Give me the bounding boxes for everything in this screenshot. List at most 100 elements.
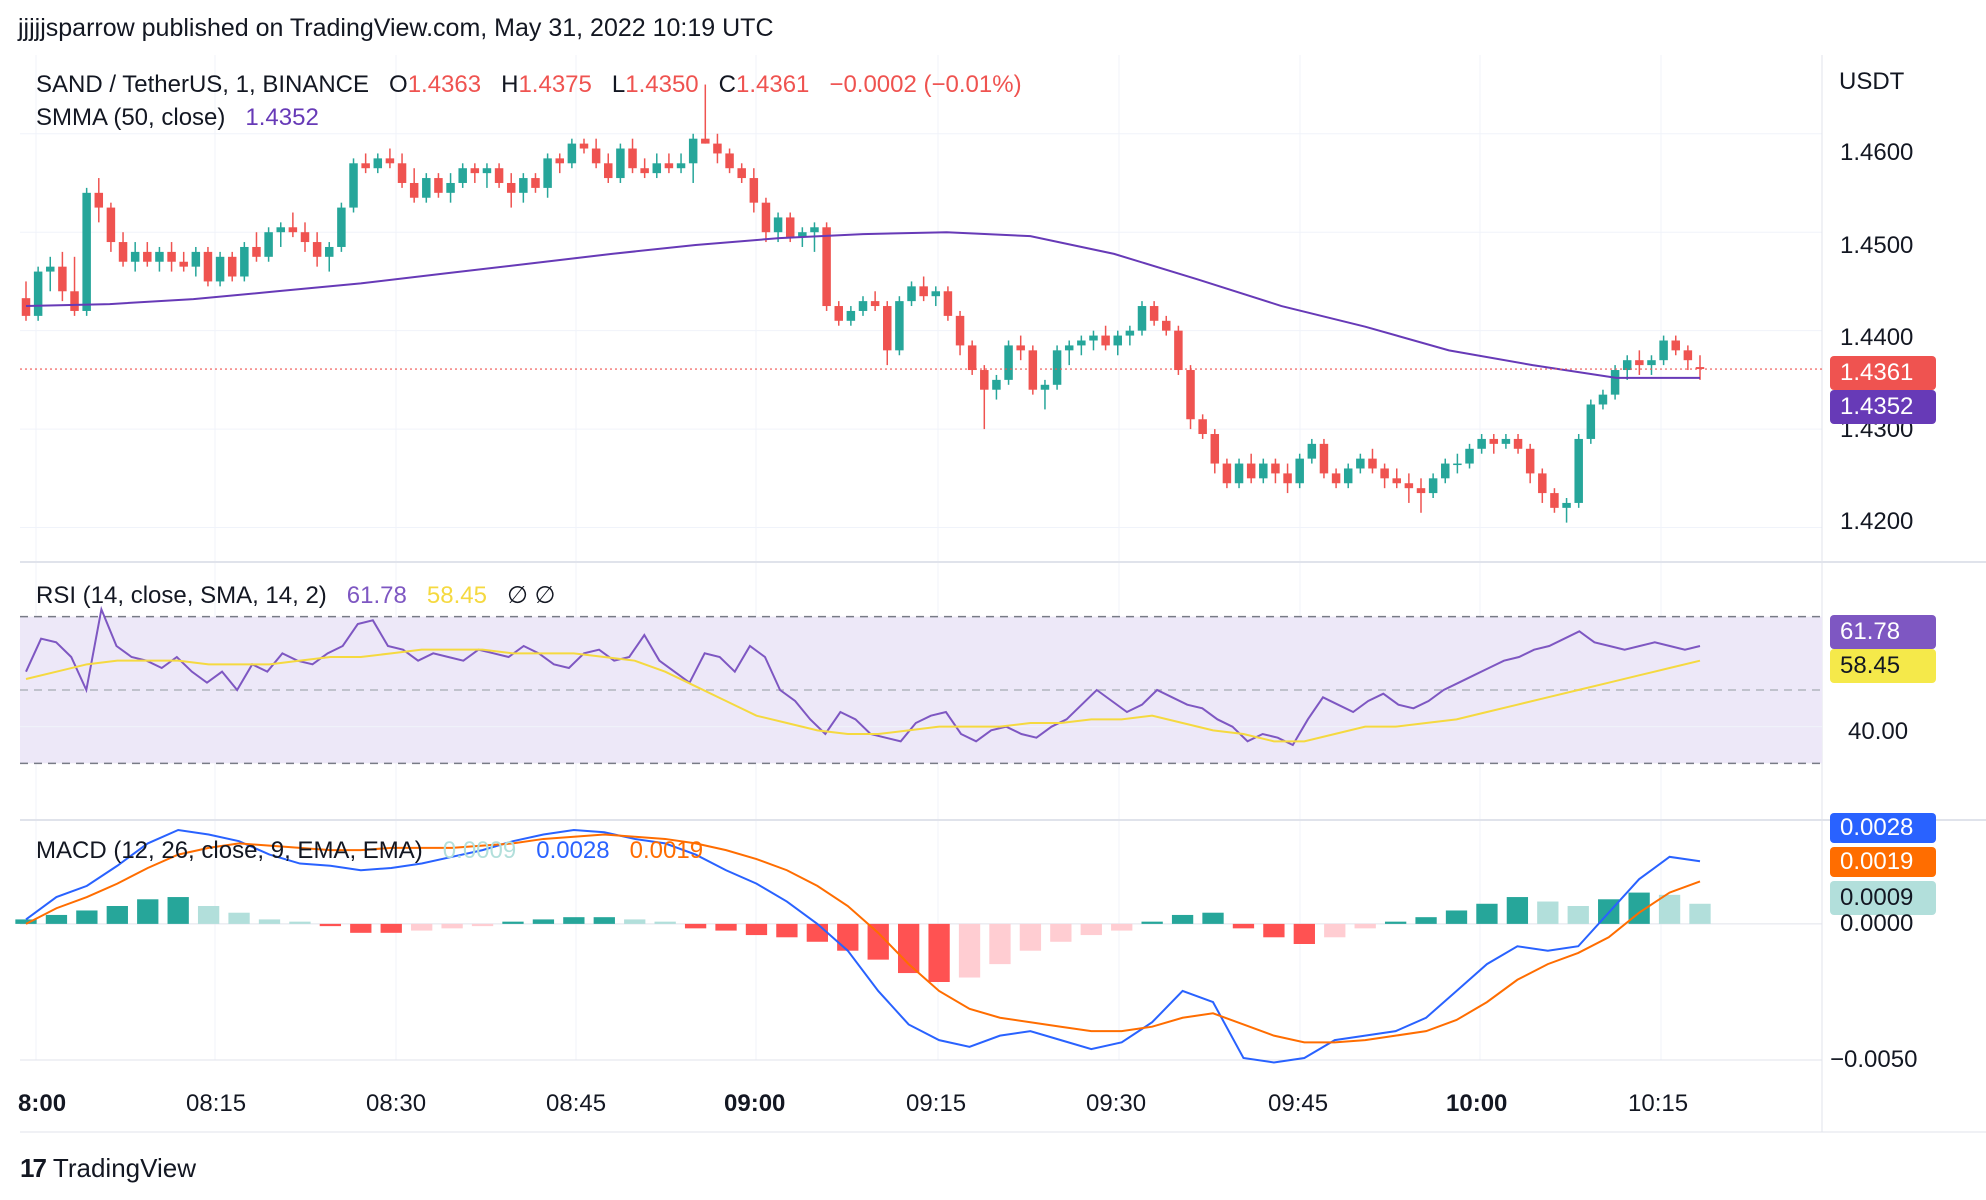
candle-body (106, 207, 116, 243)
candle-body (1028, 350, 1038, 390)
candle-body (252, 246, 261, 257)
candle-body (1368, 458, 1377, 469)
candle-body (1125, 330, 1135, 336)
macd-label[interactable]: MACD (12, 26, close, 9, EMA, EMA) (36, 837, 423, 864)
macd-histogram-bar (1354, 923, 1376, 929)
candle-body (749, 178, 759, 203)
macd-legend: MACD (12, 26, close, 9, EMA, EMA) 0.0009… (36, 837, 703, 865)
candle-body (94, 192, 104, 208)
candle-body (798, 232, 807, 238)
candle-body (725, 153, 734, 169)
macd-histogram-bar (928, 923, 950, 982)
rsi-tick: 40.00 (1848, 718, 1909, 745)
macd-histogram-bar (624, 919, 646, 924)
candle-body (1659, 340, 1668, 361)
candle-body (591, 148, 601, 164)
candle-body (1210, 434, 1220, 464)
candle-body (470, 168, 480, 174)
candle-body (1077, 340, 1086, 346)
candle-body (373, 158, 383, 169)
candle-body (422, 178, 431, 198)
candle-body (883, 306, 892, 351)
candle-body (276, 227, 285, 233)
smma-label[interactable]: SMMA (50, close) (36, 104, 226, 131)
time-tick: 10:00 (1446, 1090, 1508, 1117)
candle-body (1586, 404, 1596, 439)
candle-body (21, 298, 31, 316)
candle-body (1307, 443, 1317, 459)
candle-body (1683, 350, 1693, 361)
brand-name: TradingView (52, 1152, 196, 1183)
candle-body (701, 138, 710, 144)
macd-histogram-bar (593, 917, 615, 924)
close-label: C (718, 71, 736, 98)
rsi-label[interactable]: RSI (14, close, SMA, 14, 2) (36, 582, 327, 609)
macd-histogram-bar (45, 914, 68, 924)
macd-histogram-bar (867, 923, 889, 960)
candle-body (227, 256, 237, 277)
time-tick: 09:30 (1086, 1090, 1147, 1117)
open-value: 1.4363 (407, 71, 482, 98)
rsi-line (25, 605, 1701, 747)
candle-body (1501, 438, 1511, 444)
close-value: 1.4361 (736, 71, 810, 98)
macd-histogram-bar (1476, 903, 1498, 924)
macd-histogram-bar (106, 906, 128, 924)
candle-body (1089, 335, 1098, 341)
candle-body (325, 246, 334, 257)
candle-body (264, 232, 273, 257)
candle-body (992, 379, 1001, 390)
macd-histogram-bar (1658, 894, 1681, 924)
candle-body (1525, 448, 1535, 474)
macd-histogram-bar (989, 923, 1011, 965)
symbol-title[interactable]: SAND / TetherUS, 1, BINANCE (36, 71, 369, 98)
candle-body (1331, 473, 1341, 484)
publisher-line: jjjjjsparrow published on TradingView.co… (18, 14, 774, 42)
candle-body (46, 266, 55, 272)
rsi-legend: RSI (14, close, SMA, 14, 2) 61.78 58.45 … (36, 582, 555, 610)
candle-body (300, 232, 310, 243)
candle-body (1016, 345, 1025, 351)
candle-body (810, 227, 819, 233)
candle-body (1113, 335, 1122, 346)
macd-line-value: 0.0028 (536, 837, 610, 864)
candle-body (385, 158, 395, 164)
candle-body (143, 251, 152, 262)
macd-histogram-bar (1537, 901, 1559, 924)
candle-body (458, 168, 467, 183)
macd-histogram-bar (1324, 923, 1346, 938)
candle-body (834, 306, 843, 321)
candle-body (1550, 493, 1559, 508)
rsi-sma-value: 58.45 (426, 582, 487, 609)
rsi-pane (20, 605, 1822, 765)
time-tick: 08:15 (186, 1090, 247, 1117)
smma-price-tag: 1.4352 (1830, 390, 1936, 424)
candle-body (482, 168, 492, 174)
time-tick: 08:30 (366, 1090, 427, 1117)
candle-body (1174, 330, 1183, 371)
candle-body (1574, 438, 1583, 503)
low-label: L (611, 71, 626, 98)
candle-body (1283, 473, 1292, 484)
candle-body (1198, 419, 1207, 435)
macd-histogram-bar (654, 921, 676, 924)
high-value: 1.4375 (518, 71, 592, 98)
candle-body (773, 217, 783, 233)
candle-body (33, 271, 43, 316)
candle-body (1137, 306, 1147, 331)
candle-body (688, 138, 698, 164)
candle-body (1635, 360, 1644, 366)
candle-body (288, 227, 298, 233)
candle-body (446, 182, 455, 193)
candle-body (1234, 463, 1244, 484)
high-label: H (501, 71, 519, 98)
macd-pane (15, 828, 1822, 1064)
candle-body (967, 345, 977, 371)
macd-histogram-bar (745, 923, 768, 936)
signal-tag: 0.0019 (1830, 847, 1936, 877)
macd-histogram-bar (258, 919, 281, 924)
macd-histogram-bar (1019, 923, 1042, 951)
macd-histogram-bar (1445, 910, 1468, 924)
tradingview-logo[interactable]: 17 TradingView (20, 1152, 196, 1184)
